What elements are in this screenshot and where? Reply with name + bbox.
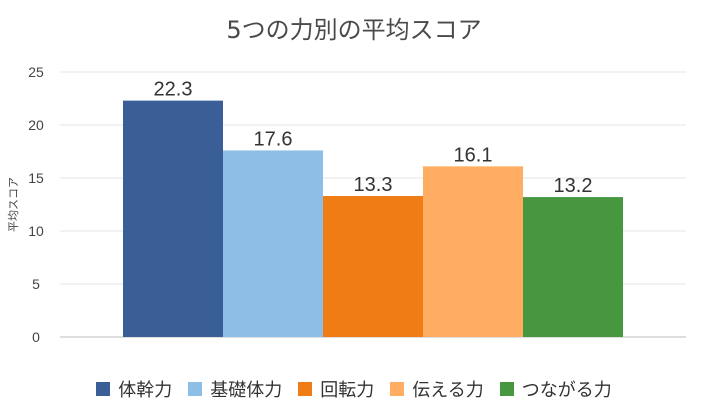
y-tick-label: 15: [28, 170, 44, 186]
y-axis-title: 平均スコア: [7, 177, 20, 232]
chart-title: 5つの力別の平均スコア: [226, 16, 482, 44]
y-tick-label: 5: [32, 276, 40, 292]
bar-4: [423, 166, 523, 337]
bar-5: [523, 197, 623, 337]
legend-item-4: 伝える力: [390, 376, 484, 402]
legend-label: 体幹力: [118, 380, 173, 401]
y-tick-label: 0: [32, 329, 40, 345]
y-tick-label: 10: [28, 223, 44, 239]
legend-label: 伝える力: [412, 380, 484, 401]
bar-2: [223, 150, 323, 337]
legend-label: 回転力: [320, 380, 375, 401]
legend-swatch: [188, 382, 203, 396]
legend-item-2: 基礎体力: [188, 376, 282, 402]
legend-swatch: [298, 382, 313, 396]
data-label-4: 16.1: [454, 144, 493, 166]
legend-item-3: 回転力: [298, 376, 374, 402]
bar-layer: [123, 100, 623, 338]
legend-item-5: つながる力: [499, 376, 612, 402]
legend-label: 基礎体力: [210, 380, 283, 401]
bar-3: [323, 196, 423, 337]
legend-item-1: 体幹力: [96, 376, 172, 402]
legend-label: つながる力: [521, 380, 612, 401]
data-label-2: 17.6: [254, 128, 293, 150]
data-label-5: 13.2: [554, 175, 593, 197]
legend-swatch: [390, 382, 405, 396]
bar-1: [123, 100, 223, 338]
legend-swatch: [499, 382, 514, 396]
data-label-3: 13.3: [354, 174, 393, 196]
data-label-1: 22.3: [154, 79, 193, 101]
legend-swatch: [96, 382, 111, 396]
y-tick-label: 25: [28, 64, 44, 80]
label-layer: 22.3 17.6 13.3 16.1 13.2: [154, 79, 593, 197]
y-tick-label: 20: [28, 117, 44, 133]
legend: 体幹力 基礎体力 回転力 伝える力 つながる力: [0, 376, 708, 402]
